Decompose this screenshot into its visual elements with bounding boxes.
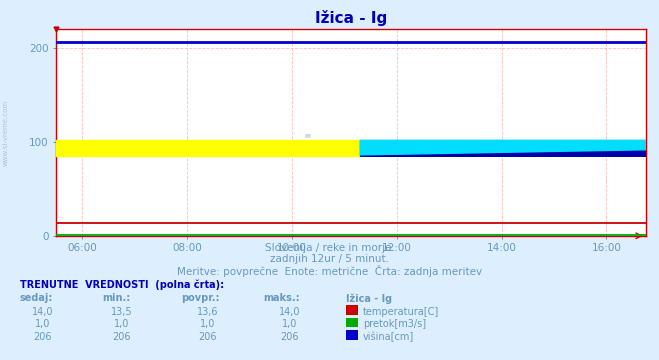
Text: sedaj:: sedaj: [20, 293, 53, 303]
Bar [0, 140, 360, 156]
Text: 206: 206 [198, 332, 217, 342]
Text: Meritve: povprečne  Enote: metrične  Črta: zadnja meritev: Meritve: povprečne Enote: metrične Črta:… [177, 265, 482, 277]
Text: 14,0: 14,0 [32, 307, 53, 317]
Title: Ižica - Ig: Ižica - Ig [315, 10, 387, 26]
Text: temperatura[C]: temperatura[C] [363, 307, 440, 317]
Text: 14,0: 14,0 [279, 307, 301, 317]
Text: Slovenija / reke in morje.: Slovenija / reke in morje. [264, 243, 395, 253]
Text: 1,0: 1,0 [35, 319, 51, 329]
Text: višina[cm]: višina[cm] [363, 332, 415, 342]
Text: www.si-vreme.com: www.si-vreme.com [2, 100, 9, 166]
Text: www.si-vreme.com: www.si-vreme.com [188, 134, 514, 163]
Text: 206: 206 [113, 332, 131, 342]
Text: 206: 206 [281, 332, 299, 342]
Text: 1,0: 1,0 [114, 319, 130, 329]
Text: 1,0: 1,0 [200, 319, 215, 329]
Text: maks.:: maks.: [264, 293, 301, 303]
Text: 1,0: 1,0 [282, 319, 298, 329]
Text: TRENUTNE  VREDNOSTI  (polna črta):: TRENUTNE VREDNOSTI (polna črta): [20, 279, 224, 289]
Text: povpr.:: povpr.: [181, 293, 219, 303]
Text: 13,6: 13,6 [197, 307, 218, 317]
Text: 206: 206 [34, 332, 52, 342]
Text: zadnjih 12ur / 5 minut.: zadnjih 12ur / 5 minut. [270, 254, 389, 264]
Polygon shape [360, 140, 659, 156]
Text: Ižica - Ig: Ižica - Ig [346, 293, 392, 304]
Text: 13,5: 13,5 [111, 307, 132, 317]
Text: pretok[m3/s]: pretok[m3/s] [363, 319, 426, 329]
Polygon shape [360, 140, 659, 156]
Text: min.:: min.: [102, 293, 130, 303]
